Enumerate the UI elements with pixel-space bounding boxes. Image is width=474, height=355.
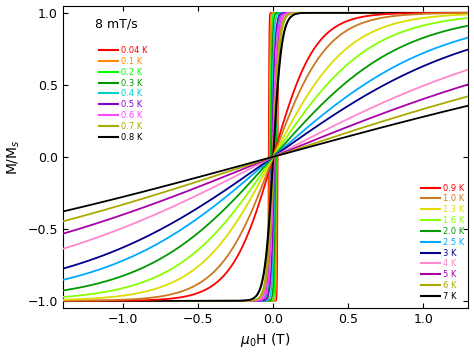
X-axis label: $\mu_0$H (T): $\mu_0$H (T) — [240, 332, 291, 349]
Text: 8 mT/s: 8 mT/s — [95, 18, 138, 31]
Legend: 0.9 K, 1.0 K, 1.3 K, 1.6 K, 2.0 K, 2.5 K, 3 K, 4 K, 5 K, 6 K, 7 K: 0.9 K, 1.0 K, 1.3 K, 1.6 K, 2.0 K, 2.5 K… — [421, 184, 464, 301]
Y-axis label: M/M$_s$: M/M$_s$ — [6, 139, 22, 175]
